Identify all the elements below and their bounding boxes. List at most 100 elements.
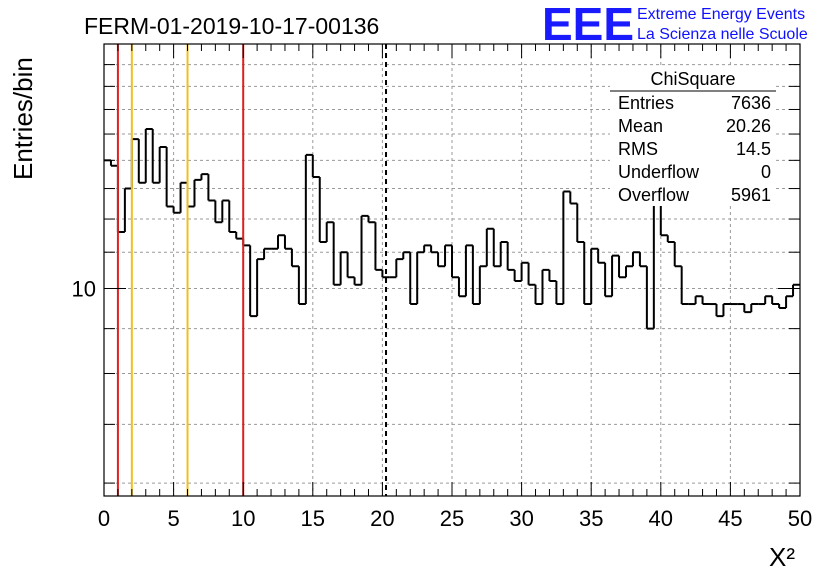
histogram-bin <box>478 265 487 305</box>
x-axis-label: X² <box>769 542 795 572</box>
histogram-bin <box>151 129 160 184</box>
histogram-bin <box>374 222 383 271</box>
histogram-bin <box>541 268 550 305</box>
reference-lines <box>116 44 388 496</box>
histogram-bin <box>172 206 181 214</box>
x-tick-labels: 0 5 10 15 20 25 30 35 40 45 50 <box>98 506 812 531</box>
x-tick-label: 35 <box>579 506 603 531</box>
histogram-bin <box>604 262 613 298</box>
histogram-bin <box>583 241 592 306</box>
histogram-bin <box>214 200 223 224</box>
histogram-bin <box>722 303 731 317</box>
histogram-bin <box>353 277 362 286</box>
stats-row-value: 14.5 <box>736 139 771 159</box>
histogram-bin <box>318 177 327 243</box>
histogram-bin <box>666 235 675 243</box>
x-tick-label: 10 <box>231 506 255 531</box>
histogram-bin <box>339 251 348 285</box>
histogram-bin <box>437 252 446 268</box>
histogram-bin <box>652 196 661 329</box>
stats-row-label: Overflow <box>618 185 690 205</box>
histogram-bin <box>207 174 216 202</box>
histogram-bin <box>638 252 647 268</box>
histogram-bin <box>304 153 313 305</box>
stats-row-label: RMS <box>618 139 658 159</box>
stats-row-value: 7636 <box>731 93 771 113</box>
histogram-bin <box>680 266 689 306</box>
histogram-bin <box>193 178 202 207</box>
histogram-bin <box>416 251 425 305</box>
histogram-bin <box>346 252 355 279</box>
histogram-bin <box>137 139 146 184</box>
histogram-bin <box>464 244 473 297</box>
histogram-bin <box>457 277 466 298</box>
histogram-bin <box>506 241 515 271</box>
histogram-bin <box>513 269 522 282</box>
histogram-bin <box>311 154 320 179</box>
histogram-bin <box>179 181 188 213</box>
histogram-bin <box>242 238 251 247</box>
histogram-bin <box>332 222 341 286</box>
x-tick-label: 0 <box>98 506 110 531</box>
x-tick-label: 50 <box>788 506 812 531</box>
stats-row-label: Underflow <box>618 162 700 182</box>
histogram-bin <box>381 269 390 279</box>
histogram-bin <box>673 241 682 268</box>
histogram-bin <box>144 128 153 183</box>
histogram-bin <box>471 245 480 306</box>
stats-box-bg <box>610 66 776 206</box>
x-tick-label: 45 <box>718 506 742 531</box>
histogram-bin <box>764 295 773 305</box>
histogram-bin <box>499 240 508 267</box>
histogram-bin <box>186 182 195 208</box>
histogram-bin <box>625 265 633 278</box>
histogram-bin <box>715 304 724 318</box>
histogram-bin <box>360 214 369 285</box>
x-tick-label: 30 <box>509 506 533 531</box>
x-tick-label: 15 <box>301 506 325 531</box>
eee-logo-mark: EEE <box>542 0 634 50</box>
stats-row-value: 20.26 <box>726 116 771 136</box>
histogram-bin <box>430 245 439 254</box>
histogram-bin <box>569 191 578 205</box>
histogram-bin <box>116 165 125 233</box>
histogram-bin <box>555 280 564 306</box>
x-tick-label: 20 <box>370 506 394 531</box>
histogram-bin <box>325 221 334 242</box>
histogram-bin <box>283 235 292 250</box>
x-tick-label: 5 <box>167 506 179 531</box>
histogram-bin <box>228 200 237 233</box>
stats-rows: Entries 7636 Mean 20.26 RMS 14.5 Underflow 0 Ove… <box>618 93 771 205</box>
histogram-bin <box>611 254 620 297</box>
histogram-bin <box>130 138 139 189</box>
histogram-bin <box>165 146 174 208</box>
histogram-bin <box>618 255 626 279</box>
eee-logo: EEE Extreme Energy Events La Scienza nel… <box>542 0 808 50</box>
stats-row-value: 0 <box>761 162 771 182</box>
histogram-bin <box>200 173 209 180</box>
histogram-bin <box>701 296 710 306</box>
y-tick-labels: 10 <box>72 276 96 301</box>
histogram-bin <box>158 145 167 183</box>
histogram-bin <box>451 245 459 279</box>
histogram-bin <box>109 160 118 167</box>
grid <box>104 44 800 496</box>
stats-row-value: 5961 <box>731 185 771 205</box>
histogram-bin <box>492 228 501 268</box>
histogram-bin <box>256 258 265 317</box>
histogram-bin <box>395 258 404 278</box>
histogram-bin <box>221 199 230 223</box>
logo-line-2: La Scienza nelle Scuole <box>637 26 808 43</box>
histogram-bin <box>576 203 585 243</box>
histogram-bin <box>485 227 494 267</box>
logo-line-1: Extreme Energy Events <box>637 6 805 23</box>
histogram-bin <box>534 284 543 306</box>
histogram-bin <box>290 248 299 268</box>
histogram-bin <box>631 251 640 267</box>
histogram-bin <box>645 266 654 330</box>
histogram-bin <box>235 231 244 240</box>
histogram-bin <box>743 304 752 314</box>
histogram-bin <box>548 269 557 282</box>
histogram-bin <box>527 262 536 286</box>
